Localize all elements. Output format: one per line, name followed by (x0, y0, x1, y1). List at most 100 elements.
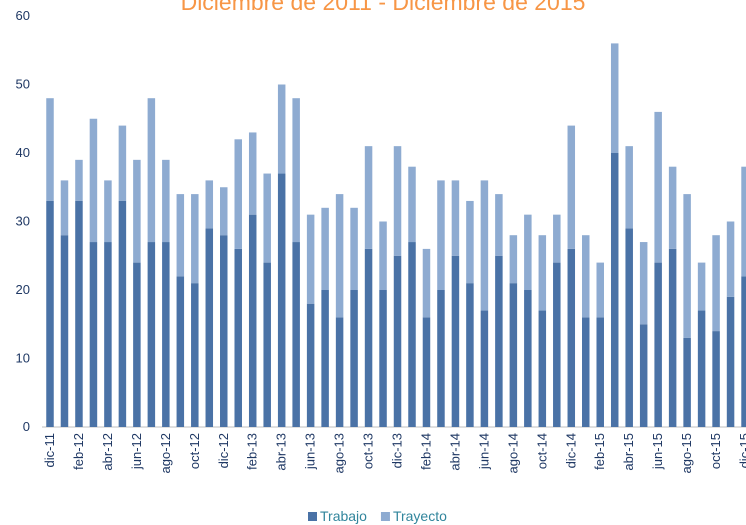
bar-segment (596, 262, 604, 318)
bar-segment (147, 98, 156, 243)
y-tick-label: 30 (16, 214, 30, 229)
bar-segment (60, 235, 69, 427)
bar-segment (726, 296, 735, 427)
bar-segment (582, 317, 590, 427)
bar-segment (306, 303, 315, 427)
x-tick-label: ago-15 (679, 433, 694, 473)
bar-segment (118, 125, 127, 201)
bar-segment (335, 317, 344, 427)
bar-segment (263, 262, 271, 427)
bar-segment (524, 290, 532, 427)
bar-segment (277, 84, 286, 174)
bar-segment (509, 235, 518, 284)
bar-segment (393, 255, 402, 427)
x-tick-label: oct-14 (534, 433, 549, 469)
chart-title: Diciembre de 2011 - Diciembre de 2015 (181, 0, 586, 15)
bar-segment (75, 200, 83, 427)
bar-segment (480, 310, 489, 427)
bar-segment (133, 159, 141, 263)
x-tick-label: feb-15 (592, 433, 607, 470)
bar-segment (263, 173, 271, 263)
bar-segment (306, 214, 315, 304)
bar-segment (147, 242, 156, 427)
bar-segment (610, 153, 619, 427)
x-tick-label: dic-11 (42, 433, 57, 467)
bar-segment (697, 310, 706, 427)
bar-segment (89, 242, 98, 427)
bar-segment (495, 255, 503, 427)
bar-segment (89, 118, 98, 243)
bar-segment (176, 194, 185, 277)
bar-segment (567, 125, 576, 249)
bar-segment (553, 214, 561, 263)
y-tick-label: 40 (16, 145, 30, 160)
bar-segment (567, 248, 576, 427)
x-tick-label: dic-14 (563, 433, 578, 468)
bar-segment (625, 228, 633, 427)
bar-segment (712, 235, 720, 332)
y-tick-label: 50 (16, 77, 30, 92)
bar-segment (408, 166, 416, 243)
x-tick-label: jun-13 (303, 433, 318, 470)
bar-segment (509, 283, 518, 427)
x-tick-label: jun-12 (129, 433, 144, 470)
bar-segment (205, 228, 214, 427)
y-tick-label: 10 (16, 351, 30, 366)
bar-segment (162, 242, 170, 427)
bar-segment (46, 200, 54, 427)
bar-segment (712, 331, 720, 427)
bar-segment (205, 180, 214, 229)
legend-label: Trayecto (393, 508, 447, 524)
bar-segment (422, 248, 431, 318)
bar-segment (335, 194, 344, 318)
bar-segment (726, 221, 735, 297)
x-tick-label: feb-14 (418, 433, 433, 470)
x-tick-label: ago-13 (332, 433, 347, 473)
bar-segment (176, 276, 185, 427)
bar-segment (610, 43, 619, 153)
bar-segment (60, 180, 69, 236)
bar-segment (350, 207, 358, 290)
y-tick-label: 60 (16, 8, 30, 23)
bar-segment (104, 242, 112, 427)
bar-segment (683, 337, 691, 427)
bar-segment (538, 235, 547, 311)
bar-segment (422, 317, 431, 427)
bar-segment (639, 324, 648, 427)
bar-segment (466, 283, 474, 427)
bar-segment (480, 180, 489, 311)
bar-segment (350, 290, 358, 427)
bar-segment (495, 194, 503, 256)
bar-segment (321, 290, 329, 427)
x-tick-label: oct-15 (708, 433, 723, 469)
bar-segment (133, 262, 141, 427)
bar-segment (668, 166, 677, 249)
y-tick-label: 0 (23, 419, 30, 434)
x-tick-label: abr-13 (274, 433, 289, 471)
bar-segment (118, 200, 127, 427)
bar-segment (625, 146, 633, 229)
y-tick-label: 20 (16, 282, 30, 297)
bar-segment (697, 262, 706, 311)
bar-segment (379, 221, 387, 290)
bar-segment (683, 194, 691, 338)
bar-segment (191, 283, 199, 427)
x-tick-label: abr-14 (447, 433, 462, 471)
bar-segment (292, 98, 300, 243)
bar-segment (191, 194, 199, 284)
bar-segment (654, 262, 662, 427)
bar-segment (248, 214, 257, 427)
bar-segment (364, 146, 373, 249)
bar-segment (408, 242, 416, 427)
x-tick-label: oct-12 (187, 433, 202, 469)
bar-segment (364, 248, 373, 427)
bar-segment (741, 166, 746, 277)
legend-label: Trabajo (320, 508, 367, 524)
bar-segment (46, 98, 54, 201)
x-tick-label: jun-15 (650, 433, 665, 470)
bar-segment (393, 146, 402, 256)
bar-segment (234, 248, 242, 427)
x-tick-label: feb-13 (245, 433, 260, 470)
